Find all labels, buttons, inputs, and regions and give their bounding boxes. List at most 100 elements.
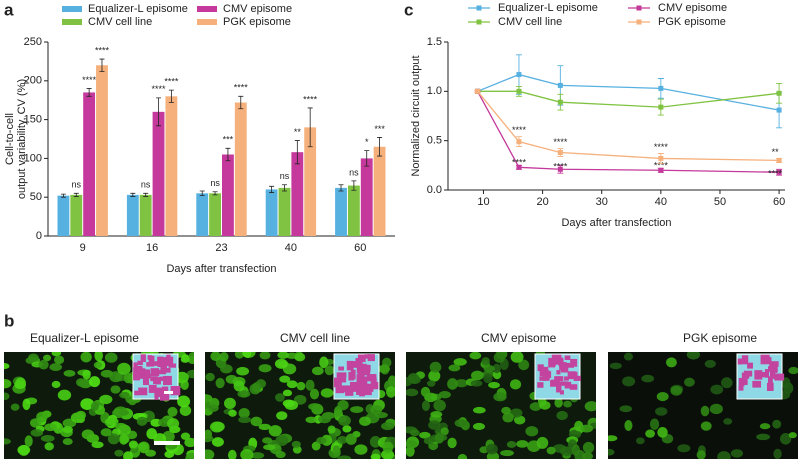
cell [510,352,524,363]
cell [448,364,461,372]
inset-blob [357,370,365,378]
error-bar [143,192,149,197]
significance-label: *** [374,124,385,134]
bar [360,158,373,236]
inset-blob [334,377,342,388]
cell [263,444,276,451]
cell [506,441,517,448]
inset-blob [142,369,151,379]
cell [516,440,529,448]
cell [18,444,30,456]
x-tick-label: 10 [477,196,489,208]
cell [433,399,446,412]
cell [118,409,130,416]
cell [119,391,130,399]
cell [408,375,421,385]
cell [215,377,225,389]
cell [359,416,371,427]
cell [721,377,733,389]
cell [332,445,341,457]
inset-blob [148,384,157,393]
inset-blob [752,380,762,388]
inset-blob [564,376,569,381]
legend-swatch [197,6,217,12]
cell [657,427,668,438]
inset-blob [550,380,558,387]
cell [622,376,636,387]
x-tick-label: 40 [285,242,297,254]
x-tick-label: 20 [536,196,548,208]
bar [96,65,108,236]
inset-blob [364,354,370,359]
bar [126,194,139,236]
cell [180,432,191,440]
cell [428,370,441,382]
error-bar [269,185,275,193]
y-tick-label: 0 [36,230,42,242]
bar [209,193,221,236]
cell [93,361,103,369]
cell [128,440,138,449]
cell [623,352,634,361]
inset-blob [742,378,748,385]
x-tick-label: 40 [655,196,667,208]
significance-label: **** [303,94,318,104]
cell [22,398,31,411]
cell [81,429,95,440]
cell [773,448,782,459]
cell [274,358,288,369]
cell [80,352,92,363]
cell [788,366,798,375]
cell [293,394,307,405]
point [776,90,782,96]
cell [704,359,716,368]
cell [286,380,298,389]
significance-label: ** [294,127,302,137]
cell [554,398,563,408]
cell [99,394,113,405]
cell [220,364,233,374]
point [516,164,522,170]
cell [486,443,498,455]
cell [36,411,48,423]
cell [483,365,495,373]
inset-blob [570,358,578,367]
cell [114,422,127,430]
bar [196,193,209,236]
cell [350,406,364,413]
inset-blob [564,355,571,360]
cell [4,379,12,389]
cell [337,435,348,444]
inset-blob [138,387,148,396]
cell [369,436,382,448]
cell [481,357,490,366]
error-bar [377,137,383,157]
error-bar [338,184,344,192]
cell [670,385,683,396]
cell [268,425,282,437]
cell [406,445,415,457]
inset-blob [170,386,181,396]
error-bar [99,58,105,72]
y-tick-label: 150 [24,114,42,126]
cell [100,428,112,437]
inset-blob [569,384,578,390]
cell [38,359,49,370]
cell [501,406,511,415]
inset-blob [142,377,150,386]
bar [83,92,96,236]
inset-blob [158,357,167,367]
cell [42,354,52,362]
error-bar [294,140,300,165]
bar [165,96,178,236]
cell [316,436,327,445]
inset-blob [150,368,160,377]
micrograph [406,352,596,459]
cell [563,400,572,408]
cell [502,412,514,423]
inset-blob [769,361,779,367]
cell [453,358,467,366]
inset-blob [356,363,367,374]
legend-label: Equalizer-L episome [498,2,598,14]
legend-swatch [62,6,82,12]
